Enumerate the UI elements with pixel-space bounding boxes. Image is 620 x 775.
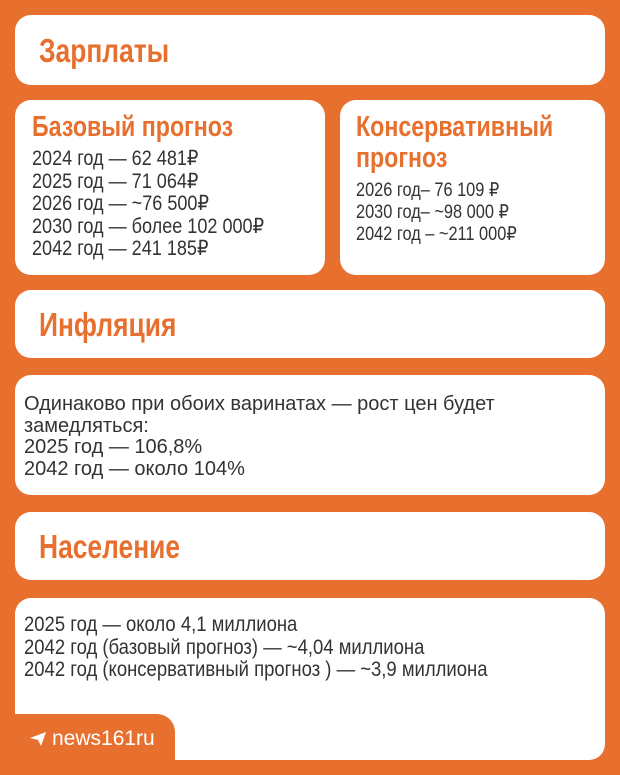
base-forecast-title: Базовый прогноз (32, 111, 234, 143)
list-item: 2042 год — 241 185₽ (32, 237, 209, 260)
telegram-icon (30, 732, 46, 746)
list-item: 2025 год — 71 064₽ (32, 169, 199, 193)
population-header-card: Население (15, 512, 605, 580)
inflation-title: Инфляция (39, 306, 177, 343)
population-title: Население (39, 528, 181, 565)
list-item: 2025 год — 106,8% (24, 436, 203, 458)
list-item: 2042 год (базовый прогноз) — ~4,04 милли… (24, 635, 425, 659)
title-line: Консервативный (356, 111, 554, 143)
brand-label[interactable]: news161ru (30, 727, 155, 751)
inflation-header-card: Инфляция (15, 290, 605, 358)
conservative-forecast-card: Консервативный прогноз 2026 год– 76 109 … (340, 100, 605, 275)
conservative-forecast-title: Консервативный прогноз (356, 112, 553, 174)
list-item: 2030 год — более 102 000₽ (32, 214, 265, 238)
title-line: прогноз (356, 142, 448, 174)
list-item: 2024 год — 62 481₽ (32, 147, 199, 170)
list-item: 2026 год– 76 109 ₽ (356, 180, 500, 201)
conservative-forecast-list: 2026 год– 76 109 ₽ 2030 год– ~98 000 ₽ 2… (356, 180, 517, 246)
list-item: 2042 год (консервативный прогноз ) — ~3,… (24, 658, 488, 681)
inflation-text: Одинаково при обоих варинатах — рост цен… (24, 393, 584, 480)
base-forecast-list: 2024 год — 62 481₽ 2025 год — 71 064₽ 20… (32, 147, 265, 261)
base-forecast-card: Базовый прогноз 2024 год — 62 481₽ 2025 … (15, 100, 325, 275)
salary-title: Зарплаты (39, 32, 170, 69)
list-item: 2030 год– ~98 000 ₽ (356, 202, 509, 223)
list-item: 2042 год – ~211 000₽ (356, 224, 517, 245)
list-item: 2042 год — около 104% (24, 457, 245, 480)
inflation-card (15, 375, 605, 495)
salary-header-card: Зарплаты (15, 15, 605, 85)
list-item: 2026 год — ~76 500₽ (32, 192, 209, 215)
population-list: 2025 год — около 4,1 миллиона 2042 год (… (24, 613, 488, 682)
brand-name: news161ru (52, 727, 155, 750)
list-item: 2025 год — около 4,1 миллиона (24, 613, 298, 636)
brand-tab (0, 714, 175, 775)
list-item: Одинаково при обоих варинатах — рост цен… (24, 393, 495, 437)
